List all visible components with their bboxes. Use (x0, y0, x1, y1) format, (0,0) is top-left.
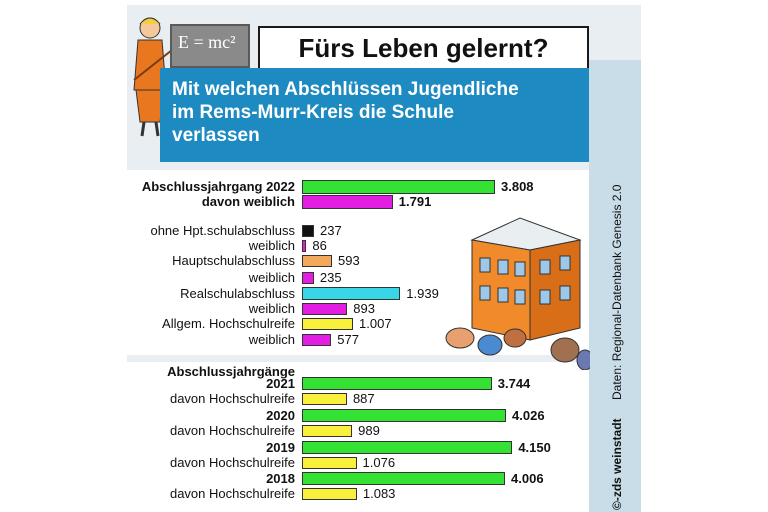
bar-davon-hochschulreife-1-7 (302, 488, 357, 500)
bar-2019-1-4 (302, 441, 513, 454)
bar-ohne-hpt-schulabschluss-0-2 (302, 225, 314, 237)
row-label-hauptschulabschluss-0-4: Hauptschulabschluss (172, 253, 295, 268)
value-label-ohne-hpt-schulabschluss-0-2: 237 (320, 223, 342, 238)
subtitle-line-3: verlassen (172, 125, 260, 146)
value-label-2019-1-4: 4.150 (518, 439, 551, 455)
bar-weiblich-0-7 (302, 303, 348, 315)
value-label-davon-hochschulreife-1-3: 989 (358, 423, 380, 438)
row-label-ohne-hpt-schulabschluss-0-2: ohne Hpt.schulabschluss (150, 223, 295, 238)
row-label-davon-hochschulreife-1-3: davon Hochschulreife (169, 423, 295, 438)
subtitle-line-1: Mit welchen Abschlüssen Jugendliche (172, 79, 519, 100)
bar-2021-1-0 (302, 377, 492, 390)
source-note: Daten: Regional-Datenbank Genesis 2.0 (610, 184, 624, 400)
bar-weiblich-0-3 (302, 240, 307, 252)
chart-2-title: Abschlussjahrgänge (167, 364, 295, 379)
bar-davon-hochschulreife-1-3 (302, 425, 353, 437)
bar-realschulabschluss-0-6 (302, 287, 401, 300)
formula-text: E = mc² (178, 32, 236, 52)
row-label-weiblich-0-7: weiblich (248, 301, 295, 316)
row-label-2021-1-0: 2021 (266, 375, 295, 391)
bar-davon-hochschulreife-1-5 (302, 457, 357, 469)
value-label-hauptschulabschluss-0-4: 593 (338, 253, 360, 268)
row-label-weiblich-0-9: weiblich (248, 332, 295, 347)
row-label-davon-weiblich-0-1: davon weiblich (201, 194, 295, 209)
value-label-davon-weiblich-0-1: 1.791 (398, 194, 432, 209)
row-label-2018-1-6: 2018 (266, 470, 295, 486)
row-label-davon-hochschulreife-1-7: davon Hochschulreife (169, 486, 295, 501)
value-label-davon-hochschulreife-1-1: 887 (352, 391, 375, 406)
row-label-realschulabschluss-0-6: Realschulabschluss (180, 285, 295, 301)
row-label-davon-hochschulreife-1-1: davon Hochschulreife (169, 391, 295, 406)
bar-hauptschulabschluss-0-4 (302, 255, 333, 267)
subtitle: Mit welchen Abschlüssen Jugendliche im R… (172, 78, 587, 147)
bar-allgem-hochschulreife-0-8 (302, 318, 354, 330)
value-label-2021-1-0: 3.744 (497, 375, 531, 391)
value-label-weiblich-0-5: 235 (319, 270, 342, 285)
side-strip (589, 60, 641, 512)
row-label-2019-1-4: 2019 (266, 439, 295, 455)
value-label-weiblich-0-3: 86 (312, 238, 327, 253)
page-title: Fürs Leben gelernt? (298, 32, 549, 63)
value-label-realschulabschluss-0-6: 1.939 (406, 285, 439, 301)
bar-abschlussjahrgang-2022-0-0 (302, 180, 495, 194)
bar-2020-1-2 (302, 409, 507, 422)
value-label-weiblich-0-7: 893 (353, 301, 375, 316)
value-label-weiblich-0-9: 577 (337, 332, 359, 347)
credit-note: ©-zds weinstadt (610, 418, 624, 510)
subtitle-line-2: im Rems-Murr-Kreis die Schule (172, 102, 454, 123)
value-label-davon-hochschulreife-1-5: 1.076 (362, 455, 396, 470)
value-label-allgem-hochschulreife-0-8: 1.007 (359, 316, 392, 331)
row-label-2020-1-2: 2020 (266, 407, 295, 423)
value-label-davon-hochschulreife-1-7: 1.083 (362, 486, 396, 501)
row-label-weiblich-0-3: weiblich (248, 238, 295, 253)
bar-weiblich-0-5 (302, 272, 314, 284)
row-label-allgem-hochschulreife-0-8: Allgem. Hochschulreife (162, 316, 295, 331)
bar-2018-1-6 (302, 472, 506, 485)
school-illustration (445, 217, 590, 370)
bar-weiblich-0-9 (302, 334, 332, 346)
row-label-weiblich-0-5: weiblich (248, 270, 295, 285)
bar-davon-weiblich-0-1 (302, 195, 393, 209)
value-label-2018-1-6: 4.006 (511, 470, 544, 486)
row-label-davon-hochschulreife-1-5: davon Hochschulreife (169, 455, 295, 470)
title-box: Fürs Leben gelernt? (258, 26, 589, 70)
subtitle-box (160, 68, 589, 162)
bar-davon-hochschulreife-1-1 (302, 393, 347, 405)
value-label-2020-1-2: 4.026 (512, 407, 545, 423)
chalkboard (170, 24, 250, 68)
row-label-abschlussjahrgang-2022-0-0: Abschlussjahrgang 2022 (141, 179, 295, 194)
value-label-abschlussjahrgang-2022-0-0: 3.808 (501, 179, 534, 194)
